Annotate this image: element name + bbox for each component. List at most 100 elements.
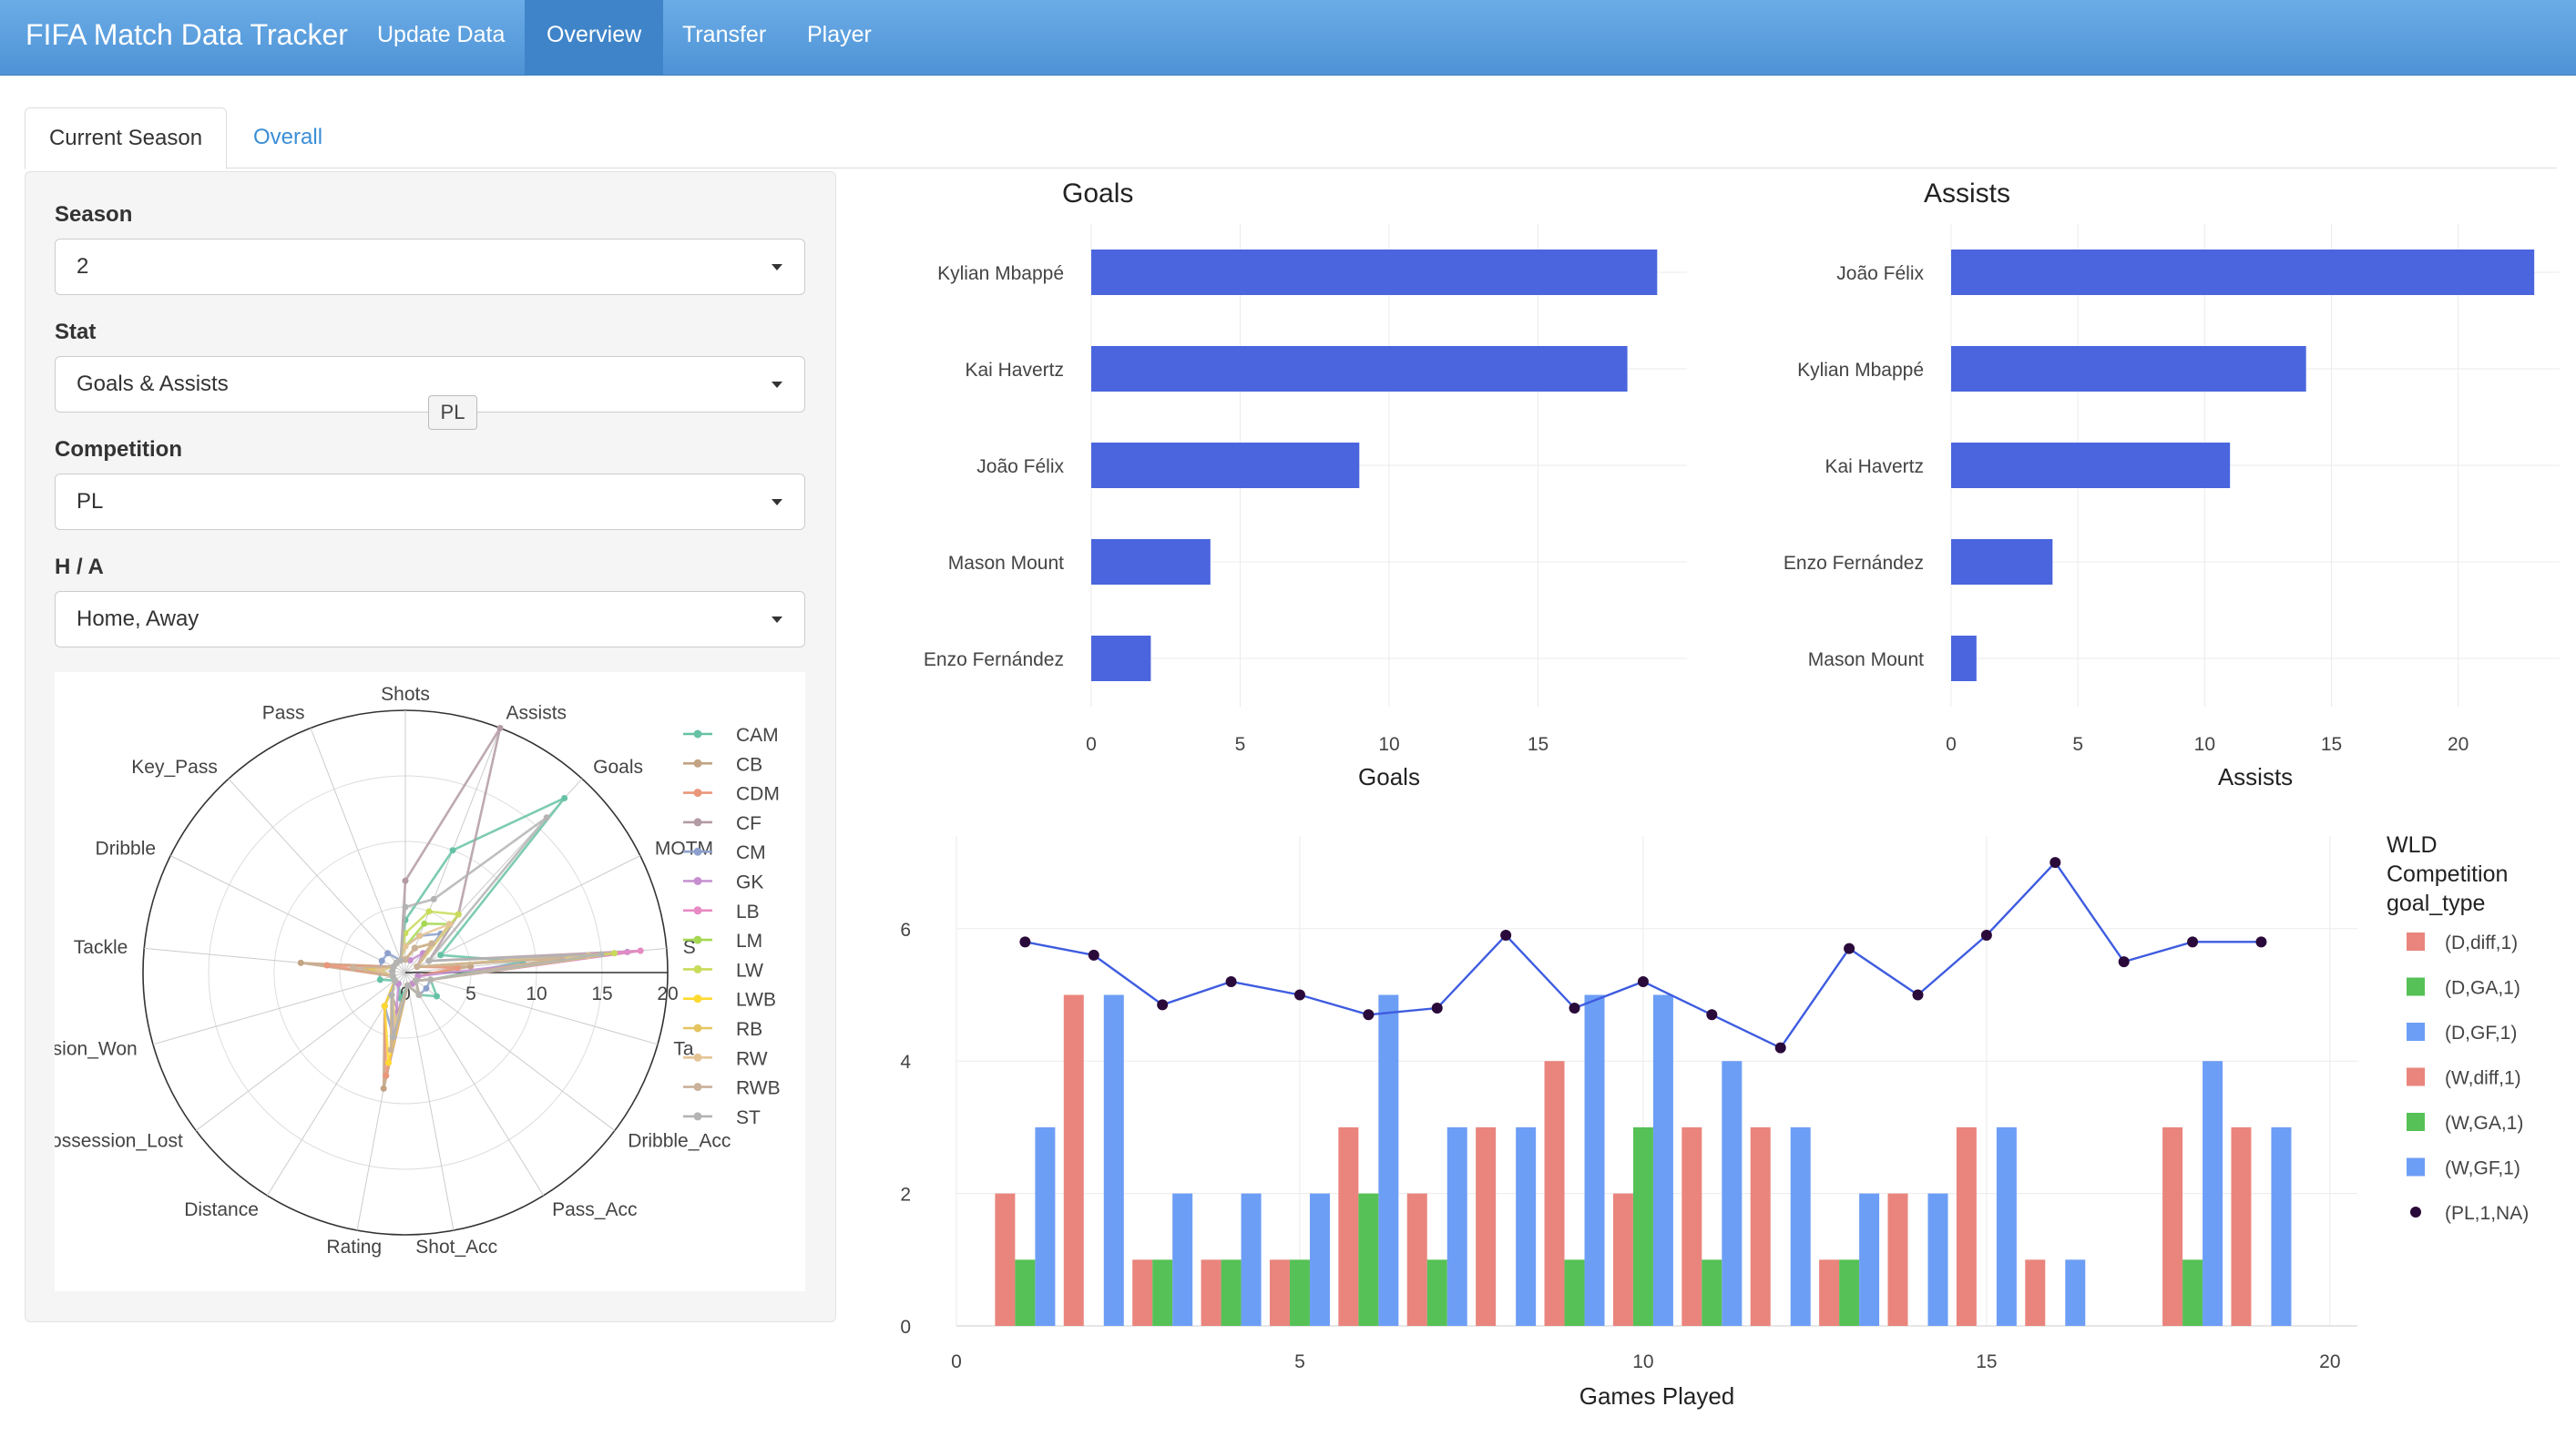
bar--d-ga-1- (1289, 1259, 1310, 1326)
bar--d-diff-1- (1612, 1193, 1633, 1326)
radar-tick-label: 5 (465, 983, 476, 1004)
bar--d-gf-1- (1927, 1193, 1948, 1326)
bar--d-diff-1- (1201, 1259, 1222, 1326)
home-away-label: H / A (55, 555, 104, 579)
radar-spoke (404, 972, 616, 1131)
tab-current-season[interactable]: Current Season (25, 107, 227, 169)
legend-title: goal_type (2387, 891, 2485, 916)
tab-overall[interactable]: Overall (253, 125, 323, 149)
radar-point (412, 977, 419, 984)
bar-enzo-fern-ndez (1951, 539, 2053, 585)
radar-axis-label: Goals (593, 757, 643, 778)
bar--d-gf-1- (1035, 1126, 1056, 1326)
x-tick-label: 5 (2072, 734, 2083, 755)
radar-point (425, 957, 433, 964)
legend-marker-line (2410, 1207, 2421, 1218)
bar--d-gf-1- (1722, 1061, 1743, 1326)
competition-value: PL (77, 489, 104, 514)
radar-spoke (195, 972, 406, 1131)
bar--d-diff-1- (1682, 1126, 1702, 1326)
legend-marker-cam (693, 729, 702, 739)
radar-point (397, 957, 404, 964)
radar-point (402, 943, 409, 950)
legend-marker-lw (693, 964, 702, 973)
radar-axis-label: Distance (184, 1199, 259, 1220)
app-title[interactable]: FIFA Match Data Tracker (26, 18, 348, 51)
x-axis-title: Assists (2218, 763, 2293, 790)
radar-point (637, 947, 644, 954)
radar-axis-label: S (683, 937, 696, 958)
radar-spoke (310, 728, 406, 973)
home-away-select[interactable]: Home, Away (55, 591, 805, 647)
category-label: João Félix (1836, 263, 1924, 284)
stat-label: Stat (55, 320, 97, 344)
radar-axis-label: Tackle (74, 937, 128, 958)
legend-swatch (2407, 1113, 2425, 1131)
bar--d-ga-1- (1221, 1259, 1242, 1326)
radar-axis-label: Pass (262, 703, 305, 724)
nav-player[interactable]: Player (807, 22, 872, 47)
legend-label-lm: LM (736, 931, 762, 952)
line-point (1912, 989, 1924, 1001)
radar-axis-label: Assists (506, 703, 567, 724)
line-point (1844, 943, 1855, 954)
line-point (1706, 1009, 1718, 1021)
legend-title: Competition (2387, 861, 2508, 887)
bar-kylian-mbapp- (1951, 346, 2306, 392)
x-tick-label: 10 (2194, 734, 2215, 755)
radar-point (411, 944, 418, 952)
bar--d-ga-1- (2182, 1259, 2203, 1326)
bar--d-gf-1- (2203, 1061, 2223, 1326)
radar-point (402, 877, 409, 884)
line-point (1774, 1042, 1786, 1054)
radar-point (404, 982, 412, 989)
radar-point (378, 957, 385, 964)
radar-tick-label: 10 (526, 983, 547, 1004)
category-label: Enzo Fernández (1784, 553, 1924, 574)
radar-chart: Assists Goals MOTM S Ta Dribble_Acc Pass_Acc Sh… (55, 684, 781, 1258)
legend-label: (W,GA,1) (2445, 1113, 2523, 1134)
x-tick-label: 20 (2319, 1351, 2340, 1372)
bar--d-gf-1- (1309, 1193, 1330, 1326)
assists-bar-chart: Assists 0 5 10 15 20 João Félix Kylian Mbappé Ka… (1784, 178, 2560, 790)
radar-spoke (404, 855, 641, 973)
radar-axis-label: Ta (673, 1039, 694, 1060)
x-tick-label: 15 (1528, 734, 1549, 755)
bar--d-gf-1- (2271, 1126, 2292, 1326)
x-tick-label: 20 (2448, 734, 2469, 755)
competition-tooltip: PL (428, 395, 477, 430)
bar--d-diff-1- (2231, 1126, 2252, 1326)
legend-label-lw: LW (736, 960, 763, 981)
radar-tick-label: 20 (657, 983, 678, 1004)
line-point (1363, 1009, 1375, 1021)
radar-point (425, 908, 433, 915)
nav-transfer[interactable]: Transfer (682, 22, 767, 47)
legend-marker-lwb (693, 994, 702, 1004)
bar-mason-mount (1951, 636, 1977, 681)
x-tick-label: 0 (951, 1351, 962, 1372)
radar-point (381, 1003, 388, 1010)
nav-update-data[interactable]: Update Data (377, 22, 506, 47)
chart-title: Goals (1062, 178, 1133, 209)
radar-point (414, 963, 421, 971)
radar-point (384, 1059, 392, 1066)
legend-label-cdm: CDM (736, 784, 780, 805)
radar-point (449, 847, 456, 854)
legend-marker-rw (693, 1053, 702, 1062)
bar--d-diff-1- (1269, 1259, 1290, 1326)
radar-axis-label: Pass_Acc (552, 1199, 637, 1220)
legend-label-st: ST (736, 1107, 761, 1128)
bar--d-ga-1- (1702, 1259, 1722, 1326)
radar-point (496, 724, 504, 731)
legend-marker-cdm (693, 789, 702, 798)
navbar: FIFA Match Data Tracker Update Data Over… (0, 0, 2576, 76)
nav-overview[interactable]: Overview (525, 0, 664, 75)
bar--d-ga-1- (1564, 1259, 1585, 1326)
competition-select[interactable]: PL (55, 474, 805, 530)
chevron-down-icon (772, 264, 782, 270)
line-point (1637, 975, 1649, 987)
season-select[interactable]: 2 (55, 239, 805, 295)
bar--d-gf-1- (1790, 1126, 1811, 1326)
category-label: Kylian Mbappé (937, 263, 1064, 284)
bar-kylian-mbapp- (1091, 250, 1658, 295)
